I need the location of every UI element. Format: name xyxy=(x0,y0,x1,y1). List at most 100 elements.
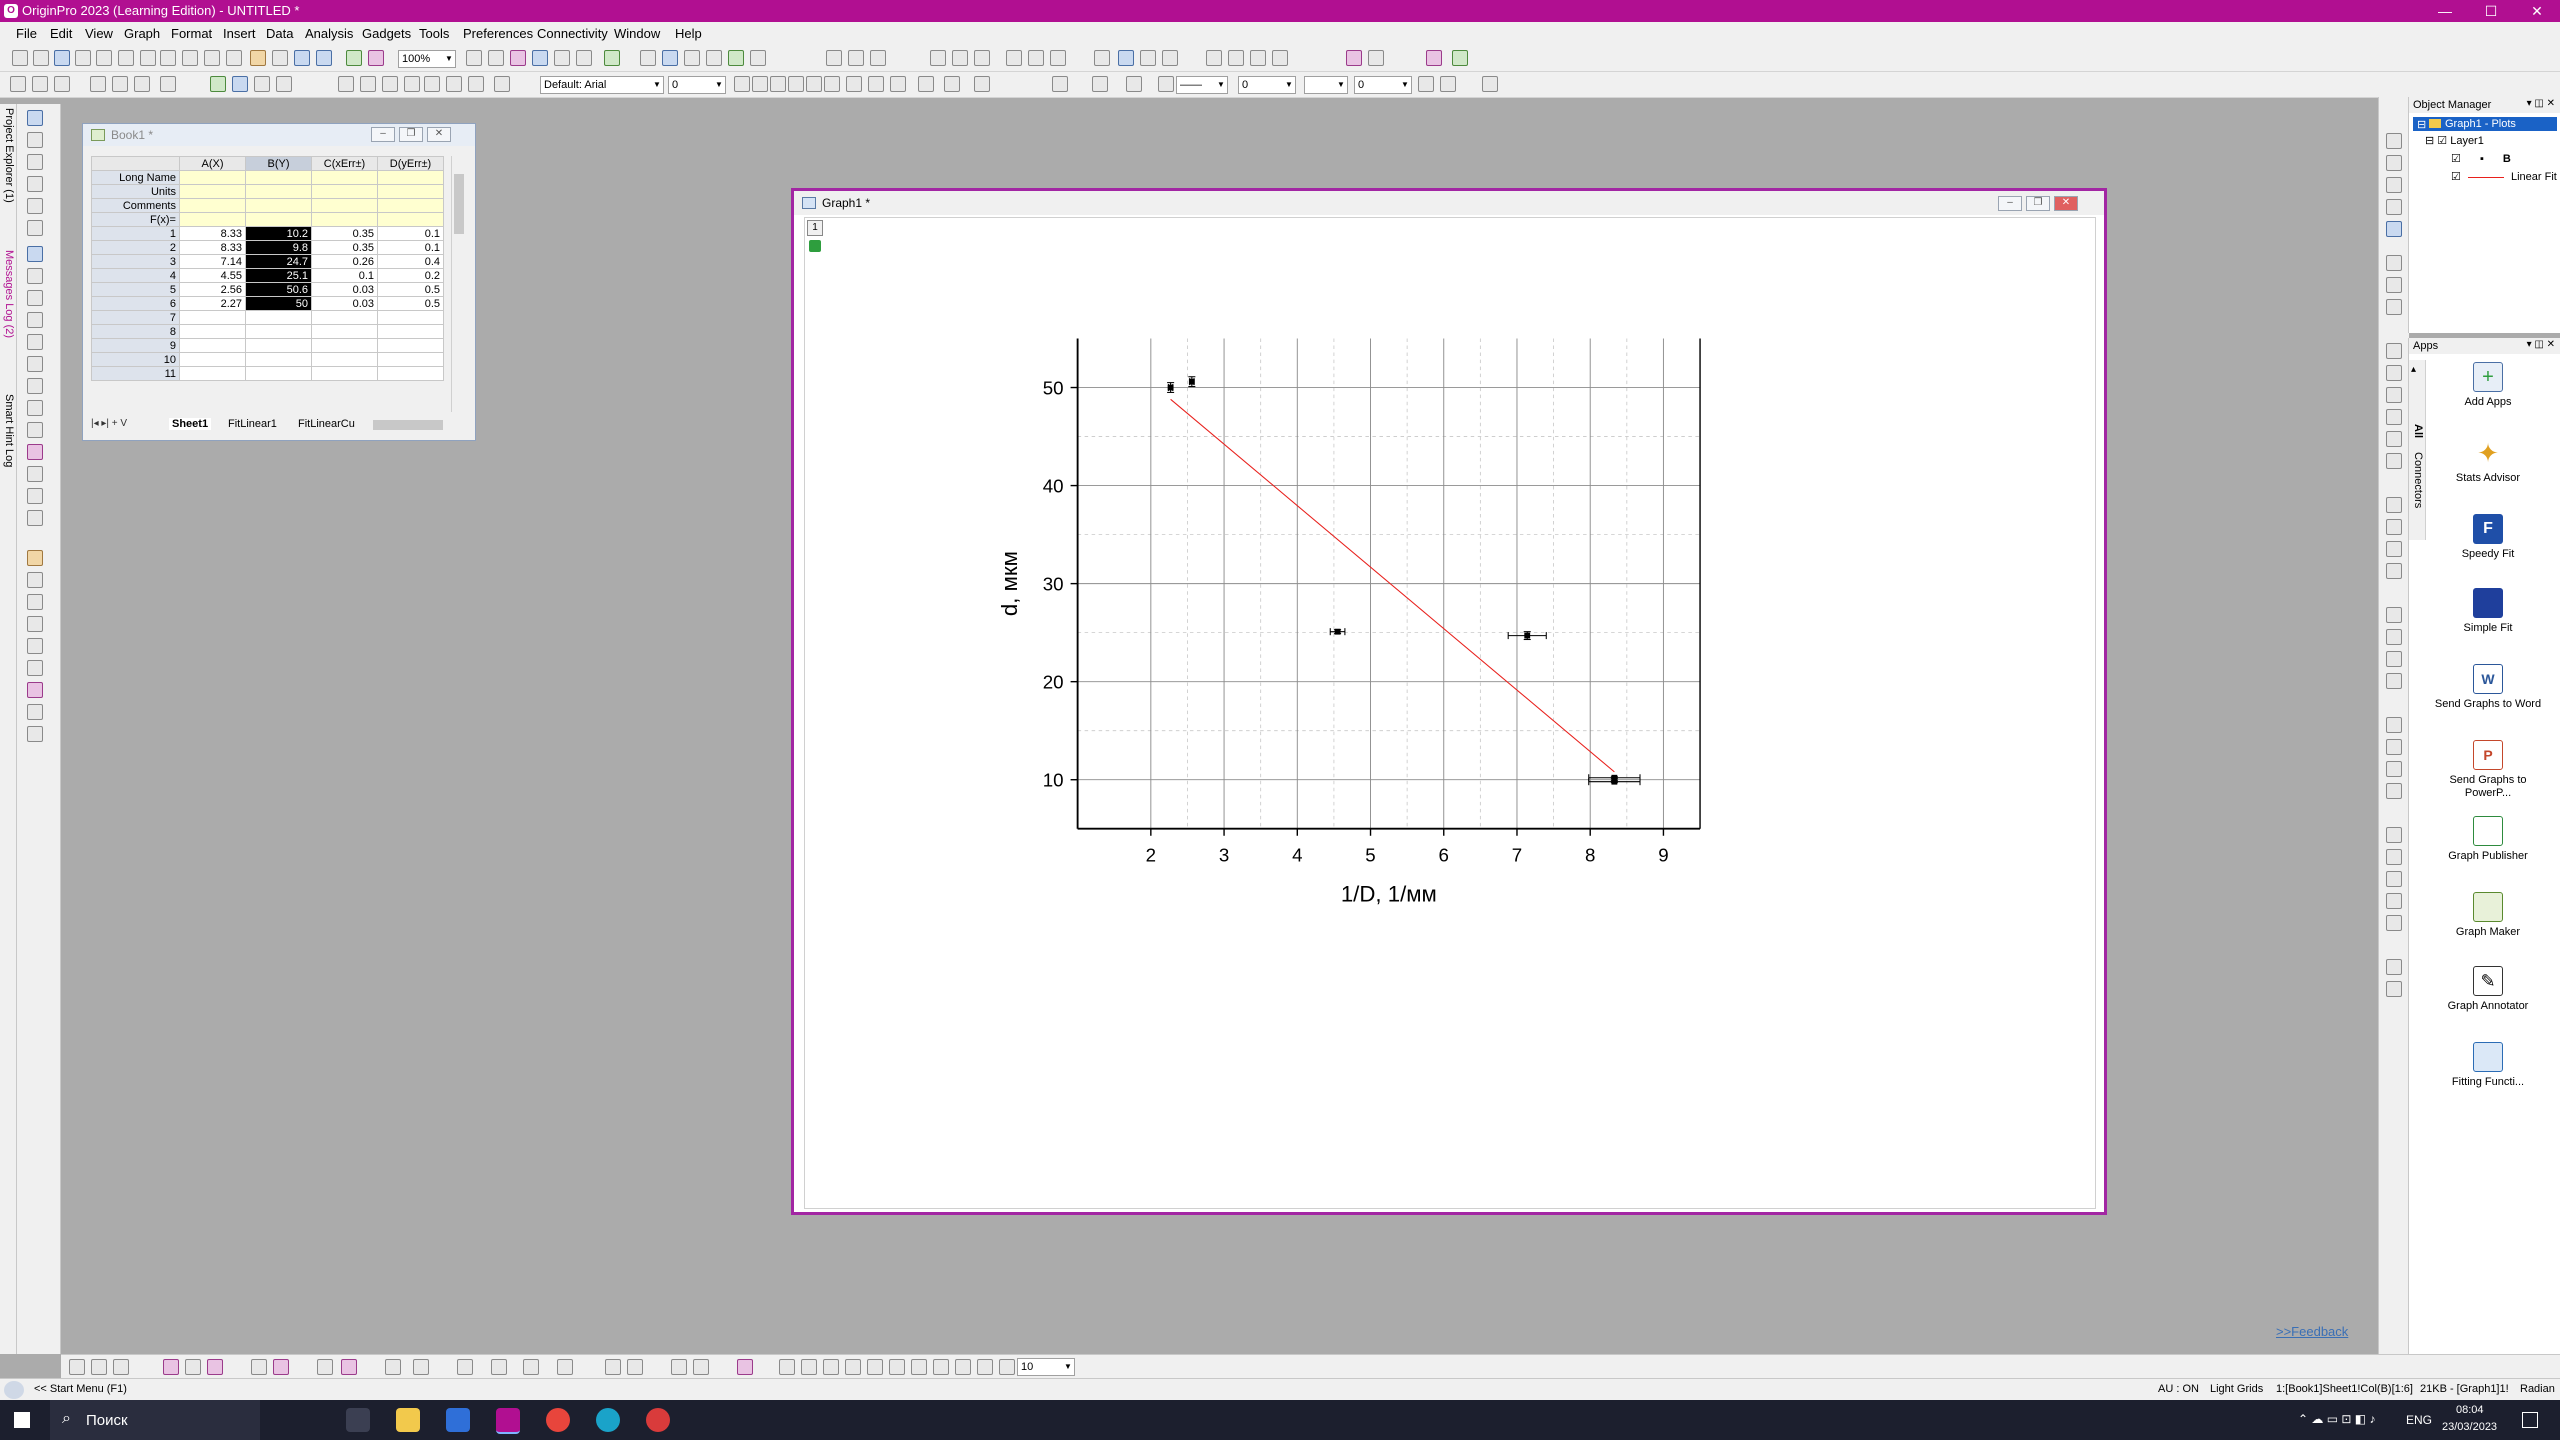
cell[interactable]: 0.26 xyxy=(311,254,378,269)
workbook-minimize-button[interactable]: – xyxy=(371,127,395,142)
workbook-window[interactable]: Book1 * – ❐ ✕ A(X) B(Y) C(xErr±) D(yErr±… xyxy=(82,123,476,441)
layout-19-icon[interactable] xyxy=(2386,827,2402,843)
cell-selected[interactable]: 50.6 xyxy=(245,282,312,297)
layout-3-icon[interactable] xyxy=(2386,387,2402,403)
hand-tool-icon[interactable] xyxy=(27,422,43,438)
gradient-icon[interactable] xyxy=(1440,76,1456,92)
layout-17-icon[interactable] xyxy=(2386,761,2402,777)
cell[interactable]: 0.4 xyxy=(377,254,444,269)
zoom-combo[interactable]: 100% ▼ xyxy=(398,50,456,68)
line-plot-icon[interactable] xyxy=(69,1359,85,1375)
text-align-icon[interactable] xyxy=(918,76,934,92)
font-color-icon[interactable] xyxy=(382,76,398,92)
menu-view[interactable]: View xyxy=(85,26,113,41)
checkbox-icon[interactable]: ⊟ ☑ xyxy=(2425,135,2448,147)
workbook-close-button[interactable]: ✕ xyxy=(427,127,451,142)
font-size-combo[interactable]: 0 ▼ xyxy=(668,76,726,94)
pointer-tool-icon[interactable] xyxy=(27,110,43,126)
print-icon[interactable] xyxy=(466,50,482,66)
filter-clear-icon[interactable] xyxy=(1028,50,1044,66)
move-last-icon[interactable] xyxy=(1272,50,1288,66)
group-11-icon[interactable] xyxy=(889,1359,905,1375)
clock-date[interactable]: 23/03/2023 xyxy=(2442,1421,2498,1433)
open-template-icon[interactable] xyxy=(272,50,288,66)
layout-9-icon[interactable] xyxy=(2386,541,2402,557)
chrome-icon[interactable] xyxy=(546,1408,570,1432)
menu-file[interactable]: File xyxy=(16,26,37,41)
horizontal-scrollbar[interactable] xyxy=(373,420,443,430)
increase-font-icon[interactable] xyxy=(338,76,354,92)
cell[interactable] xyxy=(377,352,444,367)
menu-analysis[interactable]: Analysis xyxy=(305,26,354,41)
layout-10-icon[interactable] xyxy=(2386,563,2402,579)
duplicate-icon[interactable] xyxy=(510,50,526,66)
cell[interactable]: 0.35 xyxy=(311,240,378,255)
cell[interactable] xyxy=(311,324,378,339)
template-icon[interactable] xyxy=(457,1359,473,1375)
column-header-a[interactable]: A(X) xyxy=(179,156,246,171)
panel-controls[interactable]: ▾ ◫ ✕ xyxy=(2526,98,2555,109)
larger-icon[interactable] xyxy=(846,76,862,92)
maximize-button[interactable]: ☐ xyxy=(2484,3,2498,19)
tab-fitlinear1[interactable]: FitLinear1 xyxy=(228,418,277,430)
app-fitting-function[interactable]: Fitting Functi... xyxy=(2433,1042,2543,1089)
cell[interactable]: 0.35 xyxy=(311,226,378,241)
start-menu-label[interactable]: << Start Menu (F1) xyxy=(34,1383,127,1395)
rectangle-tool-icon[interactable] xyxy=(27,400,43,416)
file-explorer-icon[interactable] xyxy=(396,1408,420,1432)
layout-13-icon[interactable] xyxy=(2386,651,2402,667)
graph-export-icon[interactable] xyxy=(1452,50,1468,66)
menu-gadgets[interactable]: Gadgets xyxy=(362,26,412,41)
graph-data-icon[interactable] xyxy=(750,50,766,66)
set-as-z-icon[interactable] xyxy=(1140,50,1156,66)
cell[interactable] xyxy=(311,338,378,353)
sort-icon[interactable] xyxy=(662,50,678,66)
insert-graph-icon[interactable] xyxy=(27,510,43,526)
panel-controls[interactable]: ▾ ◫ ✕ xyxy=(2526,339,2555,350)
decrease-font-icon[interactable] xyxy=(360,76,376,92)
stats-column-icon[interactable] xyxy=(826,50,842,66)
scale-bar-icon[interactable] xyxy=(27,638,43,654)
menu-preferences[interactable]: Preferences xyxy=(463,26,534,41)
rescale-x-icon[interactable] xyxy=(2386,155,2402,171)
cell[interactable]: 4.55 xyxy=(179,268,246,283)
status-angle[interactable]: Radian xyxy=(2520,1383,2555,1395)
font-combo[interactable]: Default: Arial ▼ xyxy=(540,76,664,94)
status-au[interactable]: AU : ON xyxy=(2158,1383,2199,1395)
app-graph-annotator[interactable]: ✎ Graph Annotator xyxy=(2433,966,2543,1013)
minimize-button[interactable]: — xyxy=(2438,3,2452,19)
date-time-icon[interactable] xyxy=(27,616,43,632)
label-cell[interactable] xyxy=(179,184,246,199)
curved-arrow-tool-icon[interactable] xyxy=(27,356,43,372)
layer-title-icon[interactable] xyxy=(27,594,43,610)
text-icon[interactable] xyxy=(468,76,484,92)
superscript-icon[interactable] xyxy=(788,76,804,92)
zoom-in-tool-icon[interactable] xyxy=(27,132,43,148)
tree-item-plot-fit[interactable]: ☑ Linear Fit c xyxy=(2451,170,2560,183)
layout-23-icon[interactable] xyxy=(2386,915,2402,931)
new-function-icon[interactable] xyxy=(96,50,112,66)
label-cell[interactable] xyxy=(377,184,444,199)
zoom-out-tool-icon[interactable] xyxy=(27,154,43,170)
group-12-icon[interactable] xyxy=(911,1359,927,1375)
cell[interactable]: 0.2 xyxy=(377,268,444,283)
cell[interactable] xyxy=(245,310,312,325)
cell[interactable] xyxy=(377,324,444,339)
new-script-icon[interactable] xyxy=(182,50,198,66)
command-window-icon[interactable] xyxy=(576,50,592,66)
layout-24-icon[interactable] xyxy=(2386,959,2402,975)
worksheet-grid[interactable]: A(X) B(Y) C(xErr±) D(yErr±) Long Name Un… xyxy=(91,156,444,381)
layer-add-icon[interactable] xyxy=(210,76,226,92)
mail-icon[interactable] xyxy=(446,1408,470,1432)
group-6-icon[interactable] xyxy=(779,1359,795,1375)
row-label-fx[interactable]: F(x)= xyxy=(91,212,180,227)
label-cell[interactable] xyxy=(311,170,378,185)
cell[interactable]: 0.1 xyxy=(377,240,444,255)
cell[interactable] xyxy=(179,338,246,353)
line-tool-icon[interactable] xyxy=(27,378,43,394)
layout-2-icon[interactable] xyxy=(2386,365,2402,381)
bold-icon[interactable] xyxy=(734,76,750,92)
row-number[interactable]: 2 xyxy=(91,240,180,255)
cell[interactable] xyxy=(179,310,246,325)
results-log-icon[interactable] xyxy=(554,50,570,66)
